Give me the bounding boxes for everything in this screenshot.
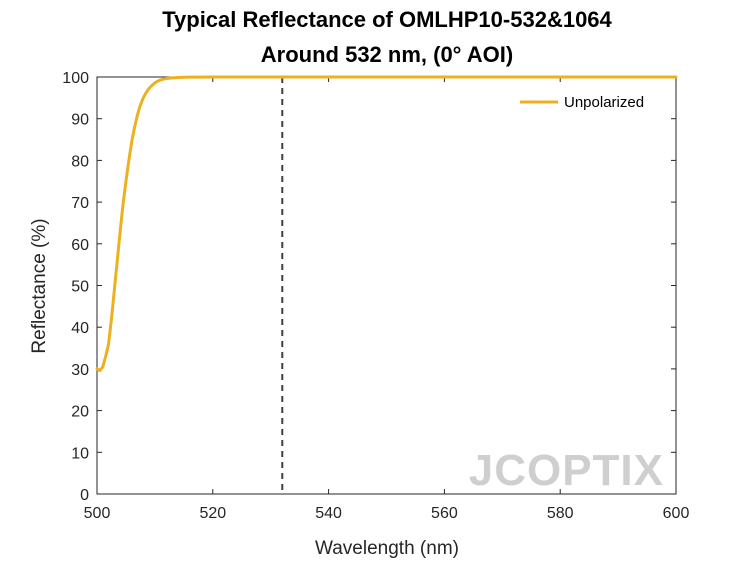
y-tick-label: 10 bbox=[71, 445, 89, 462]
legend-label-unpolarized: Unpolarized bbox=[564, 94, 644, 111]
x-tick-label: 520 bbox=[199, 505, 226, 522]
x-tick-label: 560 bbox=[431, 505, 458, 522]
x-tick-label: 540 bbox=[315, 505, 342, 522]
y-tick-label: 30 bbox=[71, 362, 89, 379]
x-axis: 500 520 540 560 580 600 bbox=[84, 77, 690, 522]
x-tick-label: 600 bbox=[663, 505, 690, 522]
watermark: JCOPTIX bbox=[469, 446, 664, 495]
legend: Unpolarized bbox=[520, 94, 644, 111]
x-axis-label: Wavelength (nm) bbox=[315, 538, 459, 559]
y-tick-label: 60 bbox=[71, 237, 89, 254]
y-tick-label: 70 bbox=[71, 195, 89, 212]
x-tick-label: 580 bbox=[547, 505, 574, 522]
y-tick-label: 0 bbox=[80, 487, 89, 504]
y-axis-label: Reflectance (%) bbox=[29, 218, 50, 353]
y-tick-label: 100 bbox=[62, 70, 89, 87]
chart-title-line-2: Around 532 nm, (0° AOI) bbox=[261, 42, 513, 67]
y-tick-label: 90 bbox=[71, 112, 89, 129]
y-tick-label: 40 bbox=[71, 320, 89, 337]
y-axis: 0 10 20 30 40 50 60 70 80 90 100 bbox=[62, 70, 676, 504]
series-line-unpolarized bbox=[95, 75, 678, 373]
y-tick-label: 20 bbox=[71, 404, 89, 421]
y-tick-label: 80 bbox=[71, 153, 89, 170]
series-group bbox=[95, 75, 678, 373]
x-tick-label: 500 bbox=[84, 505, 111, 522]
y-tick-label: 50 bbox=[71, 279, 89, 296]
chart-title-line-1: Typical Reflectance of OMLHP10-532&1064 bbox=[162, 7, 612, 32]
